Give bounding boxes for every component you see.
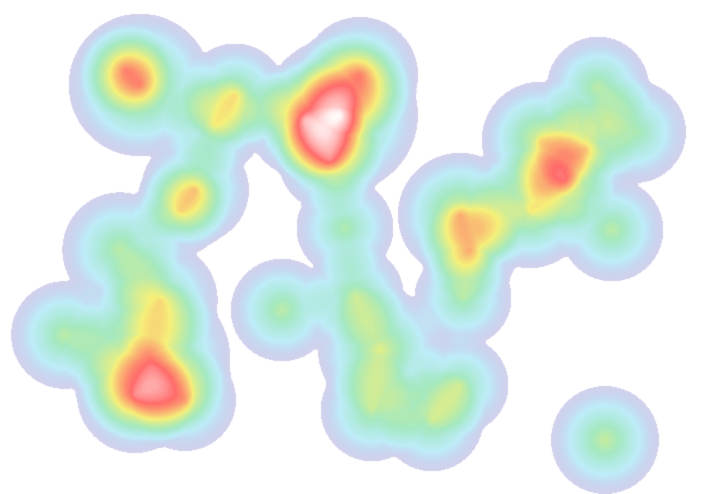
heatmap-canvas	[0, 0, 715, 494]
